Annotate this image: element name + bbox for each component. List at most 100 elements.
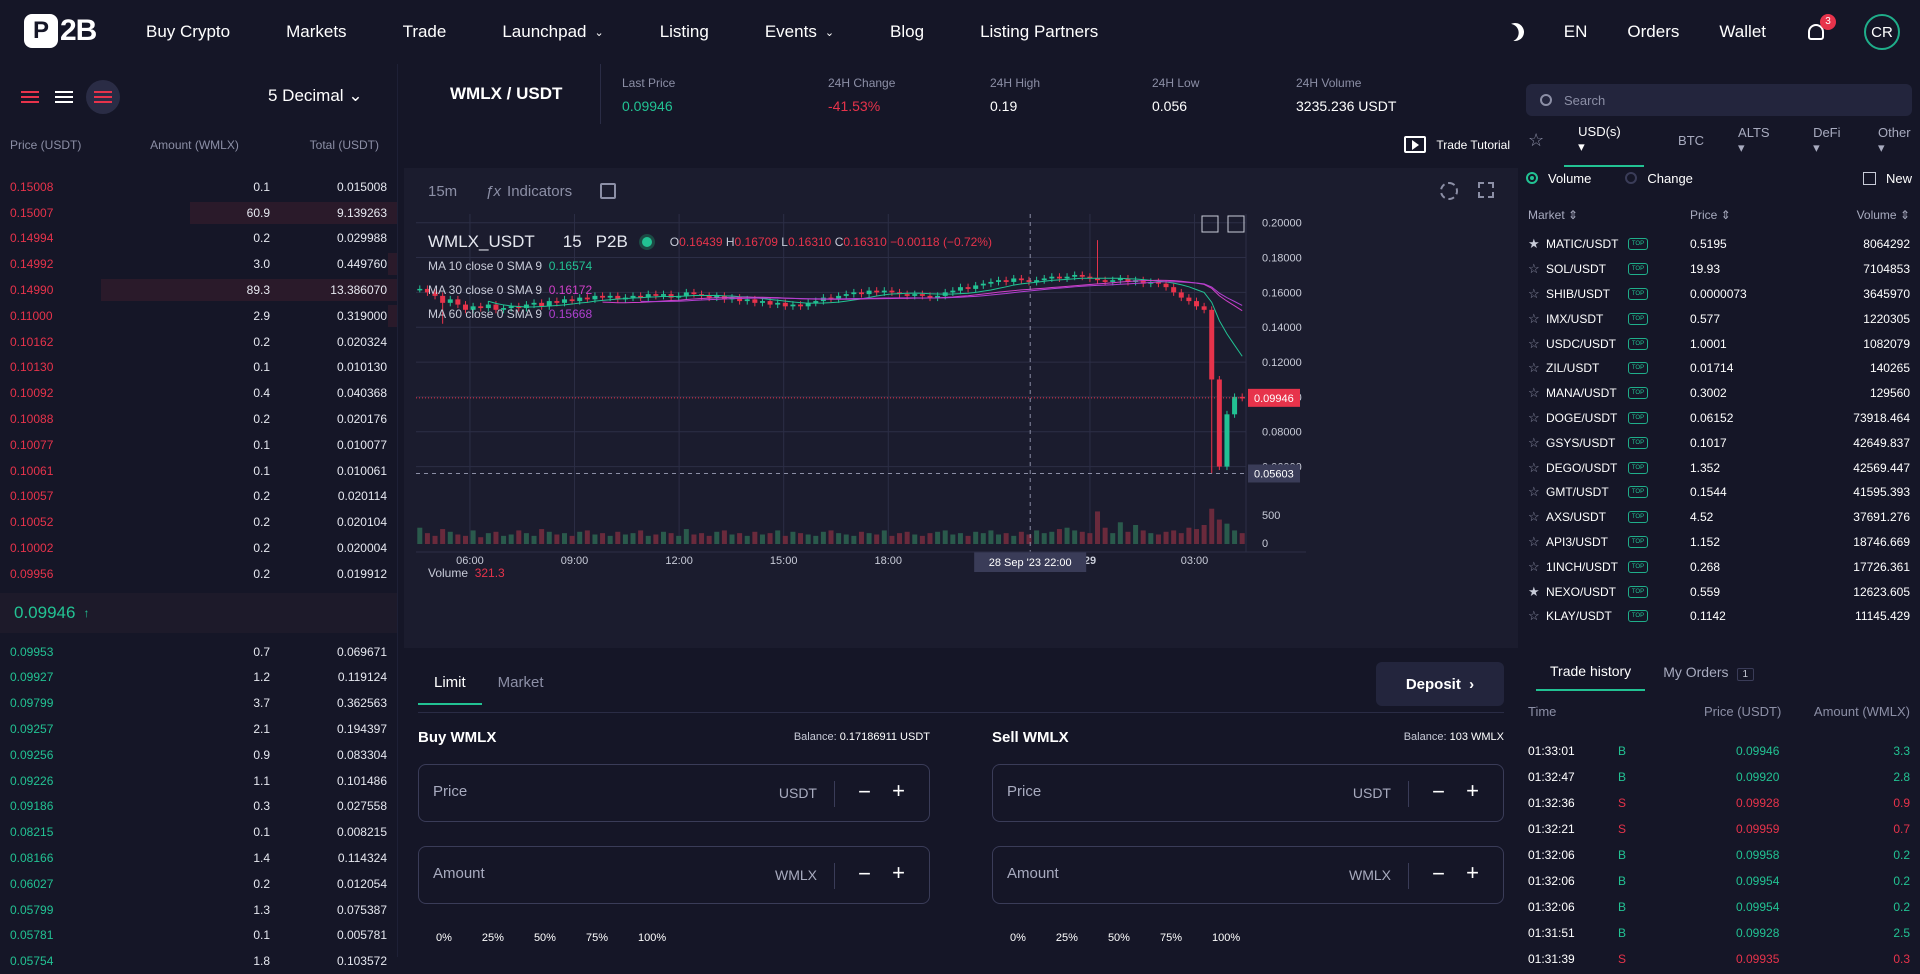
star-icon[interactable]: ☆ <box>1528 509 1540 525</box>
trade-tutorial-link[interactable]: Trade Tutorial <box>1404 136 1510 153</box>
increment-button[interactable]: + <box>1466 778 1479 803</box>
radio-volume[interactable] <box>1526 172 1538 184</box>
bell-icon[interactable]: 3 <box>1806 14 1836 42</box>
market-row[interactable]: ☆ DOGE/USDT TOP 0.06152 73918.464 <box>1518 406 1920 431</box>
market-row[interactable]: ☆ ZIL/USDT TOP 0.01714 140265 <box>1518 356 1920 381</box>
ask-row[interactable]: 0.10088 0.2 0.020176 <box>0 406 397 432</box>
market-row[interactable]: ☆ AXS/USDT TOP 4.52 37691.276 <box>1518 505 1920 530</box>
bids-only-icon[interactable] <box>52 85 76 109</box>
nav-listing[interactable]: Listing <box>660 22 709 42</box>
bid-row[interactable]: 0.09257 2.1 0.194397 <box>0 716 397 742</box>
ask-row[interactable]: 0.09956 0.2 0.019912 <box>0 561 397 587</box>
increment-button[interactable]: + <box>1466 860 1479 885</box>
star-icon[interactable]: ☆ <box>1528 129 1545 150</box>
pct-50[interactable]: 50% <box>533 932 556 944</box>
nav-blog[interactable]: Blog <box>890 22 924 42</box>
star-icon[interactable]: ☆ <box>1528 261 1540 277</box>
tab-market[interactable]: Market <box>497 674 544 691</box>
market-row[interactable]: ☆ GSYS/USDT TOP 0.1017 42649.837 <box>1518 430 1920 455</box>
pct-75[interactable]: 75% <box>585 932 608 944</box>
pct-25[interactable]: 25% <box>1055 932 1078 944</box>
templates-icon[interactable] <box>600 183 617 199</box>
deposit-button[interactable]: Deposit › <box>1376 662 1504 706</box>
increment-button[interactable]: + <box>892 860 905 885</box>
bid-row[interactable]: 0.08215 0.1 0.008215 <box>0 819 397 845</box>
sell-price-input[interactable]: Price USDT − + <box>992 764 1504 822</box>
market-row[interactable]: ☆ DEGO/USDT TOP 1.352 42569.447 <box>1518 455 1920 480</box>
radio-change[interactable] <box>1625 172 1638 184</box>
star-icon[interactable]: ☆ <box>1528 608 1540 624</box>
pct-100[interactable]: 100% <box>638 932 667 944</box>
col-market[interactable]: Market ⇕ <box>1528 208 1578 222</box>
star-icon[interactable]: ☆ <box>1528 533 1540 549</box>
nav-buy-crypto[interactable]: Buy Crypto <box>146 22 230 42</box>
star-icon[interactable]: ☆ <box>1528 385 1540 401</box>
star-icon[interactable]: ☆ <box>1528 558 1540 574</box>
bid-row[interactable]: 0.09953 0.7 0.069671 <box>0 639 397 665</box>
decrement-button[interactable]: − <box>858 779 871 804</box>
nav-listing-partners[interactable]: Listing Partners <box>980 22 1098 42</box>
language-select[interactable]: EN <box>1563 22 1588 41</box>
star-icon[interactable]: ☆ <box>1528 285 1540 301</box>
bid-row[interactable]: 0.05799 1.3 0.075387 <box>0 897 397 923</box>
pct-100[interactable]: 100% <box>1212 932 1241 944</box>
indicators-button[interactable]: Indicators <box>507 182 573 200</box>
pct-50[interactable]: 50% <box>1107 932 1130 944</box>
star-icon[interactable]: ☆ <box>1528 434 1540 450</box>
ask-row[interactable]: 0.10162 0.2 0.020324 <box>0 329 397 355</box>
tab-usds[interactable]: USD(s) ▾ <box>1564 114 1645 167</box>
tab-my-orders[interactable]: My Orders 1 <box>1663 664 1755 681</box>
market-row[interactable]: ☆ USDC/USDT TOP 1.0001 1082079 <box>1518 331 1920 356</box>
ask-row[interactable]: 0.15008 0.1 0.015008 <box>0 174 397 200</box>
decrement-button[interactable]: − <box>1432 861 1445 886</box>
ask-row[interactable]: 0.14990 89.3 13.386070 <box>0 277 397 303</box>
market-row[interactable]: ★ NEXO/USDT TOP 0.559 12623.605 <box>1518 579 1920 604</box>
pct-25[interactable]: 25% <box>481 932 504 944</box>
interval-button[interactable]: 15m <box>428 182 458 200</box>
market-row[interactable]: ☆ SOL/USDT TOP 19.93 7104853 <box>1518 257 1920 282</box>
market-search-input[interactable]: Search <box>1526 84 1912 116</box>
ask-row[interactable]: 0.10130 0.1 0.010130 <box>0 355 397 381</box>
pct-75[interactable]: 75% <box>1159 932 1182 944</box>
ask-row[interactable]: 0.10077 0.1 0.010077 <box>0 432 397 458</box>
star-icon[interactable]: ☆ <box>1528 459 1540 475</box>
ask-row[interactable]: 0.10057 0.2 0.020114 <box>0 484 397 510</box>
ask-row[interactable]: 0.10002 0.2 0.020004 <box>0 535 397 561</box>
pair-title[interactable]: WMLX / USDT <box>450 84 563 103</box>
pct-0[interactable]: 0% <box>436 932 452 944</box>
market-row[interactable]: ☆ KLAY/USDT TOP 0.1142 11145.429 <box>1518 604 1920 629</box>
buy-price-input[interactable]: Price USDT − + <box>418 764 930 822</box>
sell-amount-input[interactable]: Amount WMLX − + <box>992 846 1504 904</box>
col-price[interactable]: Price ⇕ <box>1690 208 1731 222</box>
tab-trade-history[interactable]: Trade history <box>1536 653 1646 691</box>
market-row[interactable]: ☆ GMT/USDT TOP 0.1544 41595.393 <box>1518 480 1920 505</box>
ask-row[interactable]: 0.15007 60.9 9.139263 <box>0 200 397 226</box>
market-row[interactable]: ☆ SHIB/USDT TOP 0.0000073 3645970 <box>1518 282 1920 307</box>
tab-btc[interactable]: BTC <box>1678 132 1705 148</box>
sell-percent-slider[interactable]: 0% 25% 50% 75% 100% <box>992 932 1504 944</box>
scroll-down-icon[interactable] <box>1201 215 1219 233</box>
theme-moon-icon[interactable] <box>1503 20 1528 45</box>
bid-row[interactable]: 0.09226 1.1 0.101486 <box>0 768 397 794</box>
increment-button[interactable]: + <box>892 778 905 803</box>
star-icon[interactable]: ☆ <box>1528 409 1540 425</box>
nav-launchpad[interactable]: Launchpad ⌄ <box>502 22 603 42</box>
tab-limit[interactable]: Limit <box>418 662 482 705</box>
gear-icon[interactable] <box>1440 182 1458 200</box>
ask-row[interactable]: 0.10092 0.4 0.040368 <box>0 380 397 406</box>
nav-events[interactable]: Events ⌄ <box>765 22 834 42</box>
buy-amount-input[interactable]: Amount WMLX − + <box>418 846 930 904</box>
market-row[interactable]: ★ MATIC/USDT TOP 0.5195 8064292 <box>1518 232 1920 257</box>
star-icon[interactable]: ★ <box>1528 236 1540 252</box>
both-sides-icon[interactable] <box>18 85 42 109</box>
fullscreen-icon[interactable] <box>1478 182 1494 198</box>
buy-percent-slider[interactable]: 0% 25% 50% 75% 100% <box>418 932 930 944</box>
col-volume[interactable]: Volume ⇕ <box>1857 208 1910 222</box>
nav-trade[interactable]: Trade <box>403 22 447 42</box>
ask-row[interactable]: 0.11000 2.9 0.319000 <box>0 303 397 329</box>
ask-row[interactable]: 0.14992 3.0 0.449760 <box>0 251 397 277</box>
ask-row[interactable]: 0.10052 0.2 0.020104 <box>0 509 397 535</box>
bid-row[interactable]: 0.09256 0.9 0.083304 <box>0 742 397 768</box>
tab-defi[interactable]: DeFi ▾ <box>1813 125 1850 156</box>
ask-row[interactable]: 0.10061 0.1 0.010061 <box>0 458 397 484</box>
